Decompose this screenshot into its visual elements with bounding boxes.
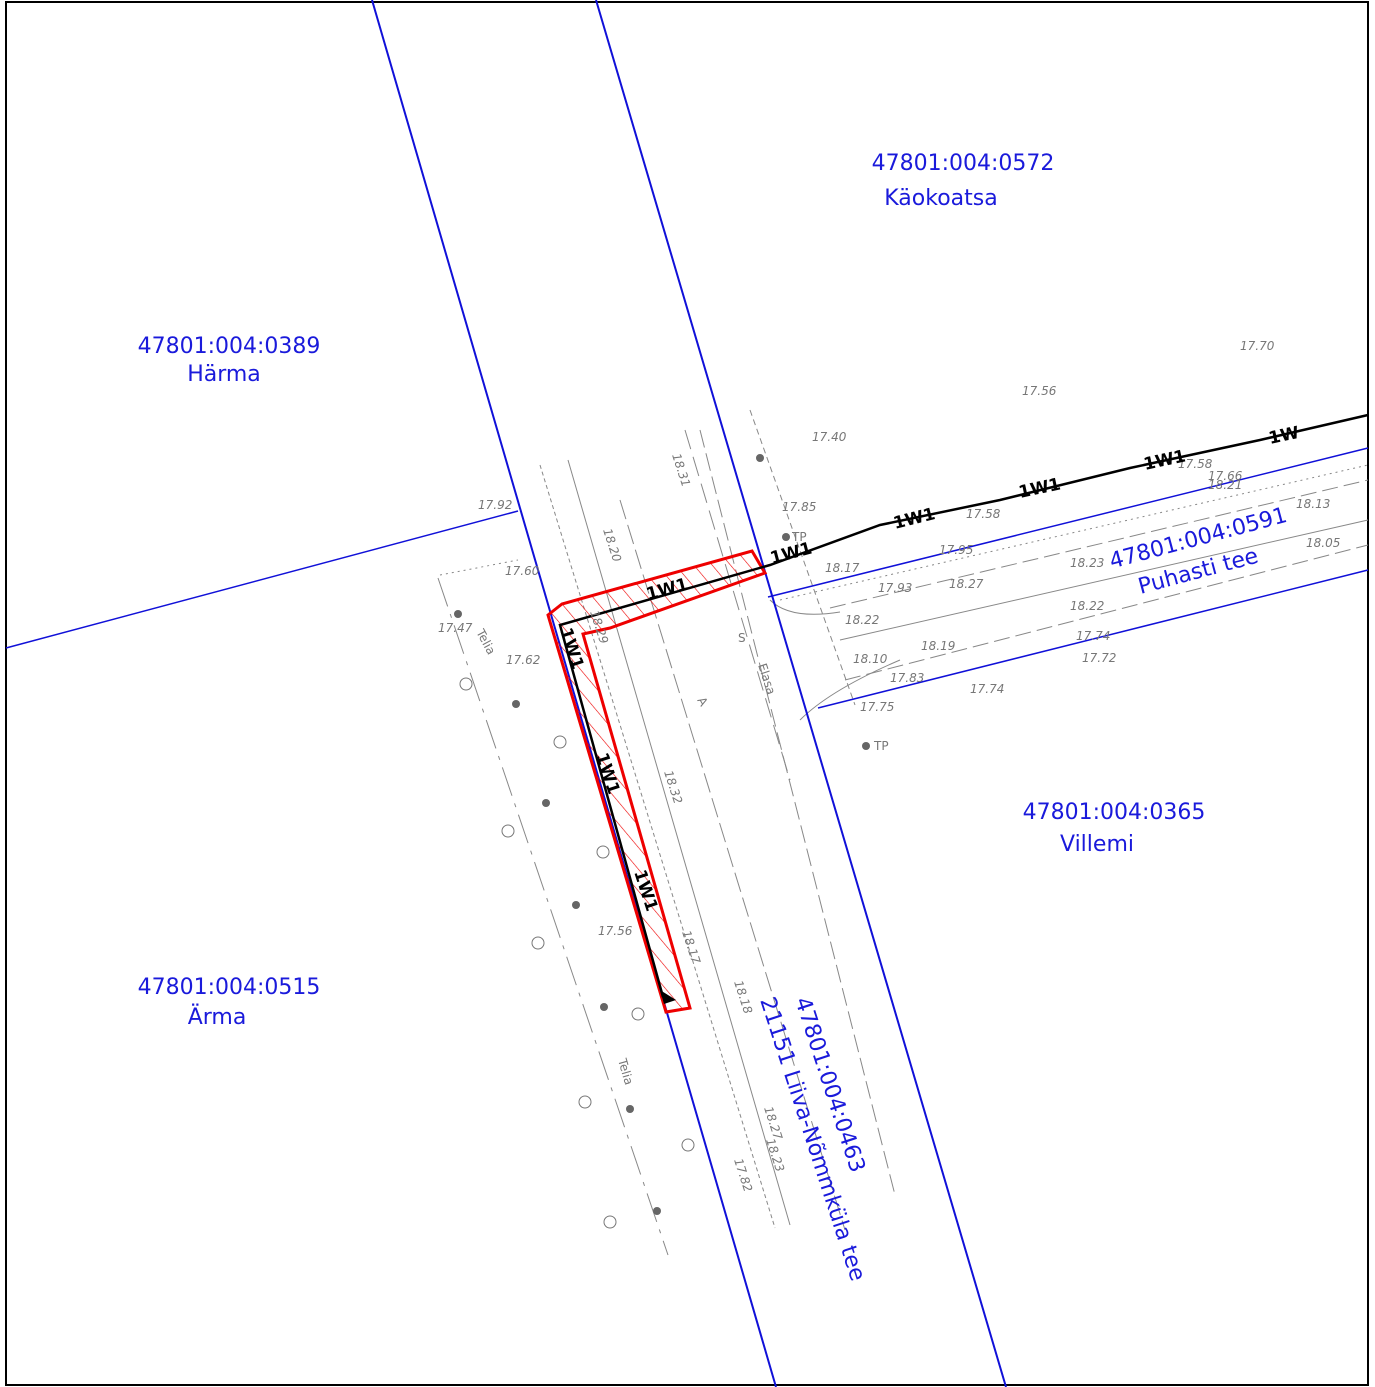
map-label: A [694,695,711,710]
elevation: 17.95 [939,543,973,557]
elevation: 18.22 [845,613,879,627]
posts [454,454,870,1215]
elevation: 17.47 [438,621,473,635]
elevation: 18.31 [669,452,693,489]
elevation: 17.83 [890,671,924,685]
elevation: 18.10 [853,652,888,666]
elevation: 18.21 [1208,478,1242,492]
map-label: Elasa [755,662,778,697]
work-area [546,549,768,1014]
elevation: 18.17 [679,929,703,966]
elevation: 18.27 [949,577,984,591]
elevation: 18.19 [921,639,955,653]
parcel-id: 47801:004:0365 [1023,800,1206,825]
trees [459,677,695,1229]
parcel-id: 47801:004:0572 [872,151,1055,176]
parcel-name: Ärma [188,1004,247,1030]
water-pipe [558,413,1369,998]
map-label: Telia [473,626,498,657]
elevation: 17.58 [1178,457,1213,471]
elevation: 17.72 [1082,651,1116,665]
elevation: 17.70 [1240,339,1275,353]
elevation: 18.13 [1296,497,1330,511]
elevation: 18.23 [1070,556,1104,570]
map-label: TP [873,739,889,753]
parcel-id: 47801:004:0515 [138,975,321,1000]
elevation: 18.32 [661,769,685,806]
parcel-id: 47801:004:0389 [138,334,321,359]
survey-lines [437,409,1369,1256]
map-label: TP [791,530,807,544]
elevation: 17.66 [1208,469,1243,483]
labels: 47801:004:0572 Käokoatsa 47801:004:0389 Här… [138,151,1341,1284]
parcel-name: Villemi [1060,832,1134,857]
elevation: 17.93 [878,581,912,595]
elevation: 17.74 [970,682,1004,696]
elevation: 18.17 [825,561,860,575]
elevation: 17.62 [506,653,540,667]
elevation: 17.56 [598,924,633,938]
elevation: 17.85 [782,500,816,514]
frame [5,1,1369,1386]
boundaries [5,0,1369,1387]
elevation: 17.60 [505,564,540,578]
parcel-name: Härma [187,362,261,387]
elevation: 17.74 [1076,629,1110,643]
elevation: 18.23 [763,1137,787,1174]
elevation: 18.22 [1070,599,1104,613]
elevation: 18.05 [1306,536,1340,550]
pipe-label: 1W [1267,423,1301,449]
pipe-label: 1W1 [1017,475,1063,503]
pipe-label: 1W1 [891,504,937,534]
pipe-end [660,990,676,1004]
elevation: 18.20 [600,527,624,564]
elevation: 17.82 [731,1157,755,1194]
map-label: Telia [615,1056,636,1086]
parcel-name: Käokoatsa [884,186,997,211]
elevation: 17.40 [812,430,847,444]
map-label: S [738,631,746,645]
elevation: 17.92 [478,498,512,512]
elevation: 17.56 [1022,384,1057,398]
elevation: 17.58 [966,507,1001,521]
elevation: 17.75 [860,700,894,714]
elevation: 18.18 [731,979,755,1016]
